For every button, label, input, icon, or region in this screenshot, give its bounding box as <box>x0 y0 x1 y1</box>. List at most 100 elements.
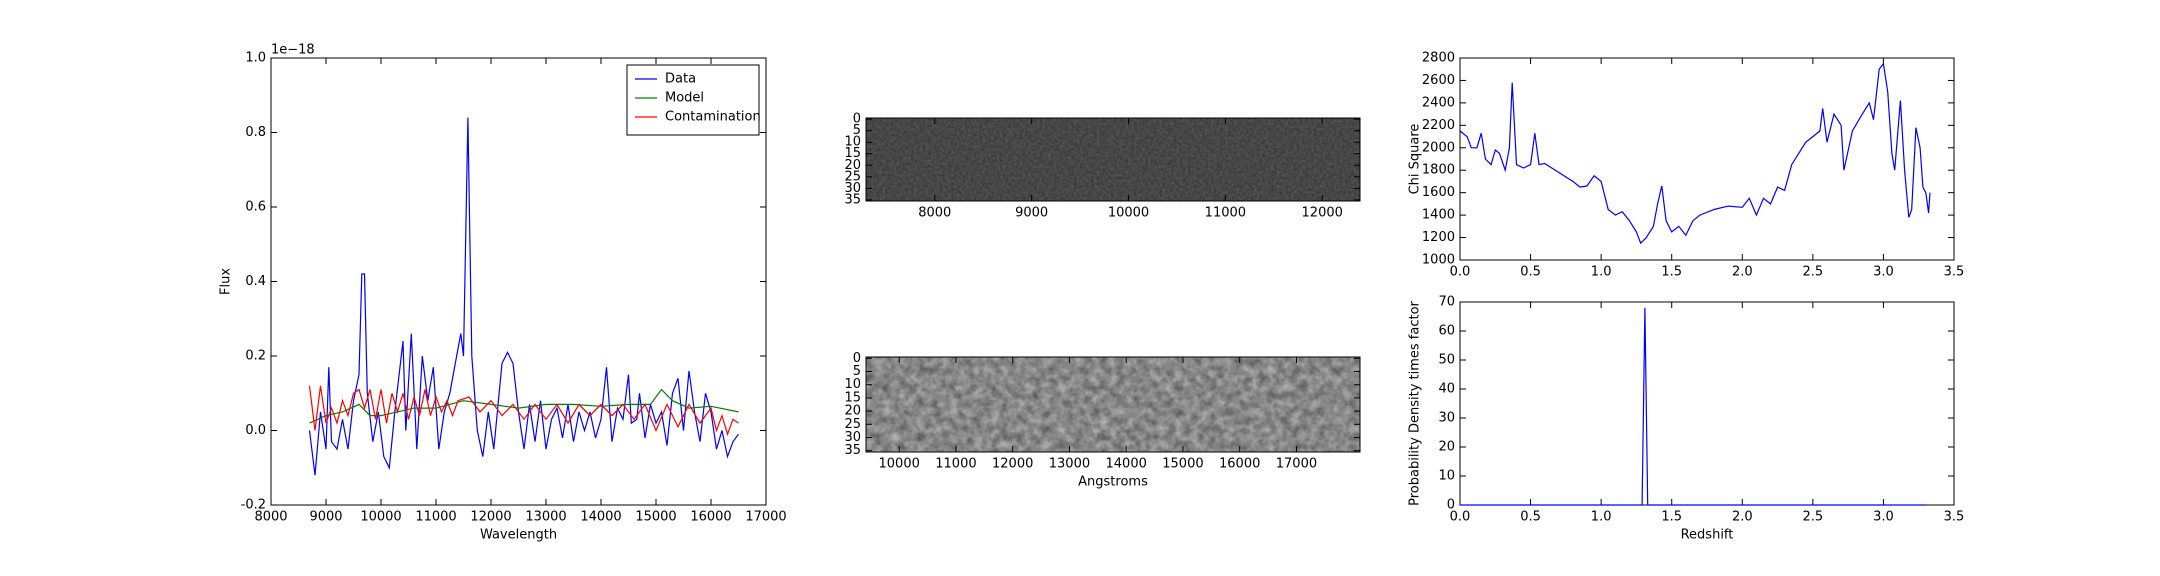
x-tick-label: 10000 <box>879 457 920 472</box>
data-line <box>1459 62 1931 245</box>
y-tick-label: 0.6 <box>245 200 266 215</box>
y-tick-label: 0.4 <box>245 274 266 289</box>
x-tick-label: 0.0 <box>1450 510 1471 525</box>
x-tick-label: 3.0 <box>1873 510 1894 525</box>
y-tick-label: 15 <box>844 146 861 161</box>
x-tick-label: 3.0 <box>1873 265 1894 280</box>
y-tick-label: 30 <box>1438 411 1455 426</box>
x-tick-label: 10000 <box>1108 206 1149 221</box>
x-tick-label: 11000 <box>1205 206 1246 221</box>
x-tick-label: 15000 <box>635 510 676 525</box>
x-tick-label: 0.5 <box>1520 510 1541 525</box>
y-tick-label: 0.2 <box>245 349 266 364</box>
x-tick-label: 11000 <box>935 457 976 472</box>
legend-label: Model <box>665 91 704 106</box>
x-axis-label: Angstroms <box>1078 475 1148 490</box>
y-tick-label: 1200 <box>1422 230 1455 245</box>
image <box>866 118 1360 201</box>
x-tick-label: 3.5 <box>1944 265 1965 280</box>
y-tick-label: 20 <box>1438 440 1455 455</box>
x-tick-label: 17000 <box>1276 457 1317 472</box>
x-axis-label: Wavelength <box>480 528 557 543</box>
y-tick-label: 2600 <box>1422 73 1455 88</box>
legend-label: Contamination <box>665 110 761 125</box>
x-tick-label: 1.5 <box>1661 510 1682 525</box>
x-tick-label: 14000 <box>580 510 621 525</box>
x-tick-label: 14000 <box>1106 457 1147 472</box>
x-tick-label: 2.0 <box>1732 265 1753 280</box>
y-tick-label: 0.8 <box>245 125 266 140</box>
x-tick-label: 2.5 <box>1803 265 1824 280</box>
axes-frame <box>1459 57 1955 261</box>
x-tick-label: 1.5 <box>1661 265 1682 280</box>
axes-frame <box>1459 301 1955 506</box>
y-tick-label: 20 <box>844 158 861 173</box>
y-tick-label: 15 <box>844 390 861 405</box>
legend-box <box>626 64 760 136</box>
y-tick-label: 1400 <box>1422 208 1455 223</box>
y-tick-label: 1000 <box>1422 253 1455 268</box>
x-tick-label: 0.0 <box>1450 265 1471 280</box>
y-tick-label: 2000 <box>1422 140 1455 155</box>
y-tick-label: 10 <box>1438 469 1455 484</box>
y-tick-label: -0.2 <box>241 498 266 513</box>
y-axis-label: Flux <box>219 268 234 295</box>
x-tick-label: 1.0 <box>1591 510 1612 525</box>
y-tick-label: 0 <box>1447 498 1455 513</box>
x-tick-label: 17000 <box>745 510 786 525</box>
x-tick-label: 12000 <box>470 510 511 525</box>
x-axis-label: Redshift <box>1681 528 1734 543</box>
y-tick-label: 0.0 <box>245 423 266 438</box>
y-tick-label: 5 <box>853 123 861 138</box>
x-tick-label: 15000 <box>1162 457 1203 472</box>
y-tick-label: 50 <box>1438 353 1455 368</box>
x-tick-label: 2.0 <box>1732 510 1753 525</box>
offset-label: 1e−18 <box>271 43 315 58</box>
x-tick-label: 12000 <box>1302 206 1343 221</box>
y-tick-label: 2800 <box>1422 51 1455 66</box>
legend-label: Data <box>665 72 696 87</box>
x-tick-label: 10000 <box>360 510 401 525</box>
y-tick-label: 25 <box>844 169 861 184</box>
x-tick-label: 16000 <box>690 510 731 525</box>
y-axis-label: Chi Square <box>1408 124 1423 195</box>
y-tick-label: 25 <box>844 417 861 432</box>
axes-frame <box>270 57 767 506</box>
y-tick-label: 70 <box>1438 295 1455 310</box>
x-tick-label: 16000 <box>1219 457 1260 472</box>
x-tick-label: 13000 <box>525 510 566 525</box>
y-tick-label: 0 <box>853 351 861 366</box>
x-tick-label: 3.5 <box>1944 510 1965 525</box>
y-tick-label: 2400 <box>1422 95 1455 110</box>
axes-frame <box>865 356 1361 453</box>
x-tick-label: 8000 <box>254 510 287 525</box>
y-tick-label: 20 <box>844 404 861 419</box>
y-tick-label: 10 <box>844 377 861 392</box>
y-axis-label: Probability Density times factor <box>1408 300 1423 505</box>
y-tick-label: 1.0 <box>245 51 266 66</box>
data-line <box>308 117 739 476</box>
x-tick-label: 0.5 <box>1520 265 1541 280</box>
y-tick-label: 30 <box>844 181 861 196</box>
y-tick-label: 1600 <box>1422 185 1455 200</box>
data-line <box>308 385 739 437</box>
x-tick-label: 2.5 <box>1803 510 1824 525</box>
x-tick-label: 13000 <box>1049 457 1090 472</box>
x-tick-label: 12000 <box>992 457 1033 472</box>
x-tick-label: 9000 <box>309 510 342 525</box>
y-tick-label: 30 <box>844 430 861 445</box>
y-tick-label: 35 <box>844 192 861 207</box>
y-tick-label: 5 <box>853 364 861 379</box>
y-tick-label: 1800 <box>1422 163 1455 178</box>
y-tick-label: 2200 <box>1422 118 1455 133</box>
x-tick-label: 8000 <box>918 206 951 221</box>
y-tick-label: 60 <box>1438 324 1455 339</box>
axes-frame <box>865 117 1361 202</box>
x-tick-label: 9000 <box>1015 206 1048 221</box>
y-tick-label: 40 <box>1438 382 1455 397</box>
y-tick-label: 0 <box>853 112 861 127</box>
y-tick-label: 35 <box>844 443 861 458</box>
x-tick-label: 11000 <box>415 510 456 525</box>
data-line <box>1460 307 1926 506</box>
